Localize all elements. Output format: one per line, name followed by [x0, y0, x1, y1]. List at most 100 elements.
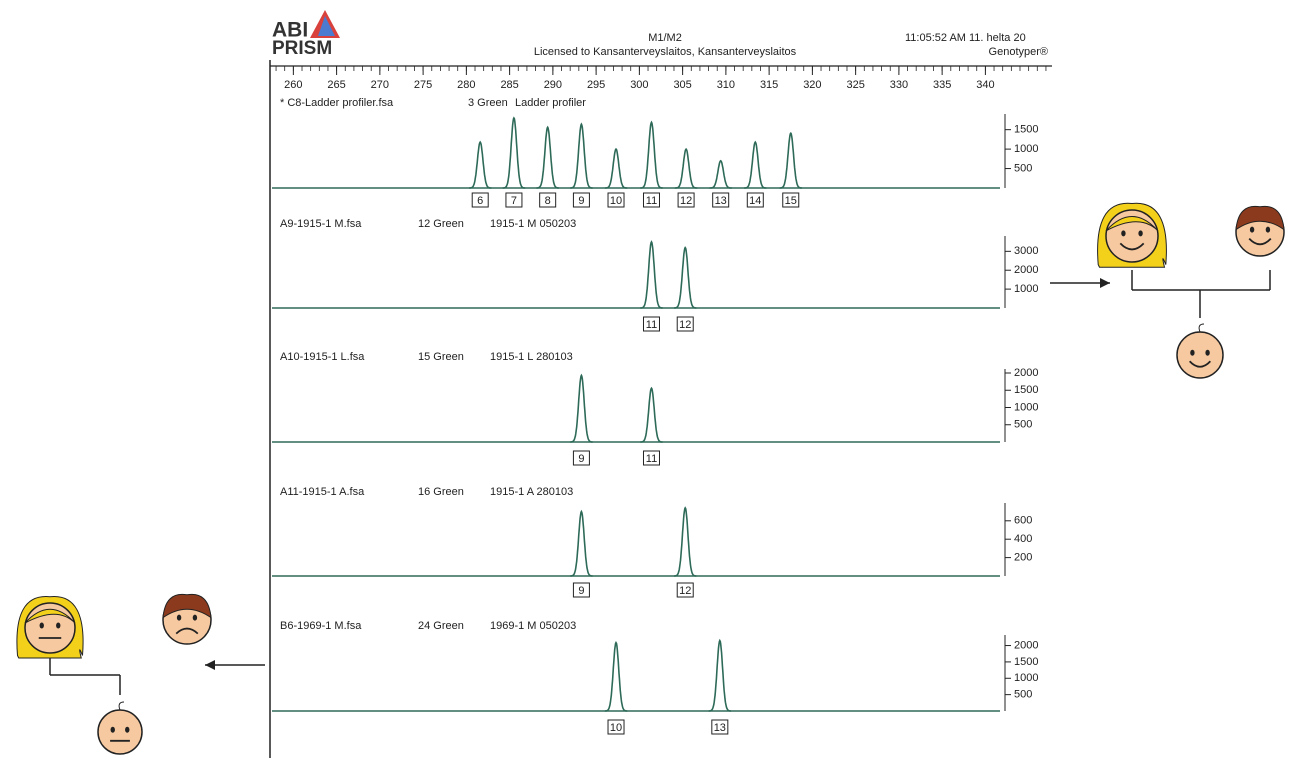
x-tick-label: 325: [846, 79, 864, 91]
panel-file: B6-1969-1 M.fsa: [280, 620, 362, 632]
allele-label: 13: [714, 722, 726, 734]
eye: [1138, 230, 1142, 236]
face: [163, 594, 211, 644]
face: [17, 597, 83, 658]
x-tick-label: 265: [327, 79, 345, 91]
allele-label: 7: [511, 195, 517, 207]
allele-label: 10: [610, 722, 622, 734]
eye: [111, 727, 115, 733]
allele-label: 9: [578, 585, 584, 597]
y-tick-label: 1000: [1014, 401, 1038, 413]
panel-file: * C8-Ladder profiler.fsa: [280, 97, 394, 109]
peak: [536, 127, 559, 188]
x-tick-label: 320: [803, 79, 821, 91]
peak: [469, 142, 492, 188]
allele-label: 8: [545, 195, 551, 207]
face: [1177, 324, 1223, 378]
peak: [709, 641, 732, 711]
panel-lane: 3 Green: [468, 97, 508, 109]
allele-label: 9: [578, 195, 584, 207]
x-tick-label: 285: [500, 79, 518, 91]
peak: [640, 242, 663, 308]
logo-prism: PRISM: [272, 38, 332, 59]
x-tick-label: 335: [933, 79, 951, 91]
y-tick-label: 1000: [1014, 672, 1038, 684]
peak: [570, 124, 593, 188]
panel-sample: 1969-1 M 050203: [490, 620, 576, 632]
eye: [1250, 227, 1254, 233]
allele-label: 12: [679, 585, 691, 597]
x-tick-label: 270: [371, 79, 389, 91]
x-tick-label: 280: [457, 79, 475, 91]
eye: [177, 615, 181, 621]
panel-lane: 24 Green: [418, 620, 464, 632]
peak: [674, 248, 697, 308]
y-tick-label: 1500: [1014, 656, 1038, 668]
peak: [640, 122, 663, 188]
y-tick-label: 500: [1014, 689, 1032, 701]
header-software: Genotyper®: [989, 46, 1048, 58]
page: ABI PRISM M1/M2 Licensed to Kansantervey…: [0, 0, 1294, 758]
peak: [570, 512, 593, 576]
x-tick-label: 290: [544, 79, 562, 91]
eye: [56, 623, 60, 629]
panel-file: A9-1915-1 M.fsa: [280, 218, 362, 230]
x-tick-label: 305: [673, 79, 691, 91]
peak: [605, 643, 628, 711]
y-tick-label: 2000: [1014, 367, 1038, 379]
peak: [640, 388, 663, 442]
allele-label: 6: [477, 195, 483, 207]
allele-label: 9: [578, 453, 584, 465]
allele-label: 10: [610, 195, 622, 207]
x-tick-label: 330: [890, 79, 908, 91]
peak: [674, 508, 697, 576]
panel-file: A11-1915-1 A.fsa: [280, 486, 365, 498]
x-tick-label: 340: [976, 79, 994, 91]
curl: [1199, 324, 1204, 332]
face: [1236, 206, 1284, 256]
y-tick-label: 2000: [1014, 264, 1038, 276]
peak: [675, 149, 698, 188]
panel-lane: 15 Green: [418, 351, 464, 363]
header-title: M1/M2: [648, 32, 682, 44]
allele-label: 15: [785, 195, 797, 207]
y-tick-label: 400: [1014, 533, 1032, 545]
head: [1177, 332, 1223, 378]
x-tick-label: 295: [587, 79, 605, 91]
face: [1098, 203, 1167, 267]
allele-label: 11: [646, 195, 657, 207]
panel-sample: 1915-1 M 050203: [490, 218, 576, 230]
header-timestamp: 11:05:52 AM 11. helta 20: [905, 32, 1026, 44]
x-tick-label: 260: [284, 79, 302, 91]
allele-label: 13: [715, 195, 727, 207]
eye: [193, 615, 197, 621]
face: [98, 702, 142, 754]
arrowhead: [1100, 278, 1110, 288]
panel-file: A10-1915-1 L.fsa: [280, 351, 365, 363]
eye: [1205, 350, 1209, 356]
peak: [709, 161, 732, 188]
peak: [780, 133, 803, 188]
y-tick-label: 2000: [1014, 639, 1038, 651]
panel-lane: 12 Green: [418, 218, 464, 230]
panel-sample: 1915-1 A 280103: [490, 486, 573, 498]
panel-sample: Ladder profiler: [515, 97, 586, 109]
allele-label: 12: [679, 319, 691, 331]
allele-label: 11: [646, 319, 657, 331]
eye: [1121, 230, 1125, 236]
curl: [119, 702, 124, 710]
arrowhead: [205, 660, 215, 670]
eye: [1266, 227, 1270, 233]
panel-sample: 1915-1 L 280103: [490, 351, 573, 363]
peak: [605, 149, 628, 188]
eye: [40, 623, 44, 629]
y-tick-label: 600: [1014, 515, 1032, 527]
head: [98, 710, 142, 754]
y-tick-label: 1000: [1014, 283, 1038, 295]
x-tick-label: 315: [760, 79, 778, 91]
allele-label: 12: [680, 195, 692, 207]
y-tick-label: 1000: [1014, 143, 1038, 155]
peak: [570, 375, 593, 442]
y-tick-label: 500: [1014, 419, 1032, 431]
x-tick-label: 300: [630, 79, 648, 91]
